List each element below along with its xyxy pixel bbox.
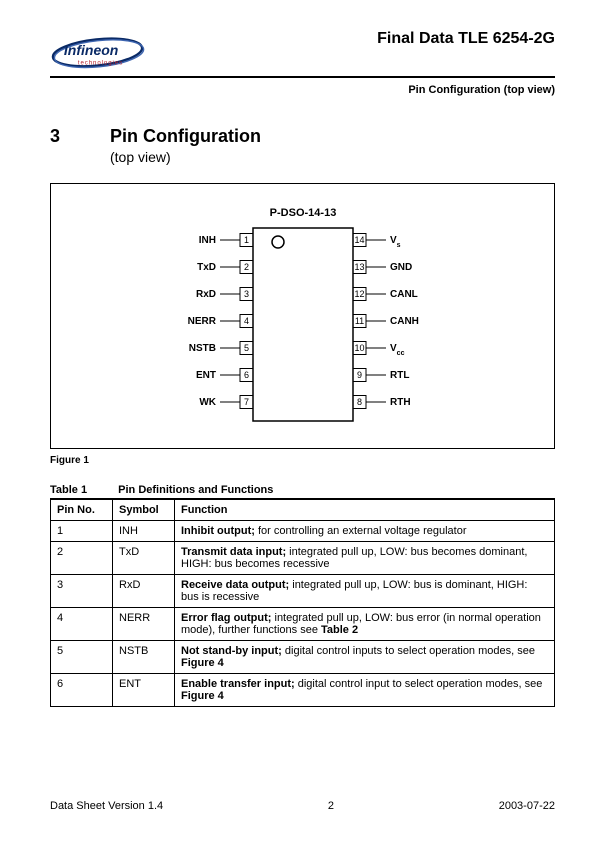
page-footer: Data Sheet Version 1.4 2 2003-07-22 — [50, 800, 555, 812]
pin-number: 9 — [356, 370, 361, 380]
pin-label: RTH — [390, 397, 411, 408]
table-title: Table 1 Pin Definitions and Functions — [50, 484, 555, 496]
header-rule — [50, 76, 555, 78]
pin-number: 4 — [243, 316, 248, 326]
pin1-marker — [272, 236, 284, 248]
pin-number: 13 — [354, 262, 364, 272]
package-name: P-DSO-14-13 — [269, 207, 336, 219]
pin-number: 8 — [356, 397, 361, 407]
pin-number: 2 — [243, 262, 248, 272]
footer-center: 2 — [328, 800, 334, 812]
pin-number: 7 — [243, 397, 248, 407]
section-subtitle: (top view) — [110, 149, 555, 165]
pin-label: Vs — [390, 235, 401, 249]
table-header-row: Pin No. Symbol Function — [51, 499, 555, 521]
pin-label: RxD — [195, 289, 215, 300]
pin-number: 10 — [354, 343, 364, 353]
table-row: 5NSTBNot stand-by input; digital control… — [51, 641, 555, 674]
td-function: Transmit data input; integrated pull up,… — [175, 542, 555, 575]
td-function: Inhibit output; for controlling an exter… — [175, 521, 555, 542]
document-title: Final Data TLE 6254-2G — [377, 30, 555, 48]
pin-label: CANL — [390, 289, 418, 300]
pin-label: ENT — [196, 370, 216, 381]
table-row: 3RxDReceive data output; integrated pull… — [51, 575, 555, 608]
table-name: Pin Definitions and Functions — [118, 484, 273, 496]
td-symbol: RxD — [113, 575, 175, 608]
pin-label: Vcc — [390, 343, 405, 357]
section-title: Pin Configuration — [110, 126, 261, 147]
th-pin-no: Pin No. — [51, 499, 113, 521]
td-function: Not stand-by input; digital control inpu… — [175, 641, 555, 674]
pin-number: 6 — [243, 370, 248, 380]
pin-number: 14 — [354, 235, 364, 245]
pin-table: Pin No. Symbol Function 1INHInhibit outp… — [50, 498, 555, 707]
td-symbol: TxD — [113, 542, 175, 575]
pin-label: NSTB — [188, 343, 215, 354]
pin-diagram-container: P-DSO-14-13 1 INH 2 TxD 3 RxD 4 NERR 5 NSTB 6 ENT 7 WK… — [50, 183, 555, 449]
chip-body — [253, 228, 353, 421]
td-function: Receive data output; integrated pull up,… — [175, 575, 555, 608]
td-symbol: INH — [113, 521, 175, 542]
td-pin-no: 3 — [51, 575, 113, 608]
page-subheader: Pin Configuration (top view) — [50, 84, 555, 96]
pin-label: GND — [390, 262, 412, 273]
footer-right: 2003-07-22 — [499, 800, 555, 812]
pin-label: TxD — [197, 262, 216, 273]
logo-brand-text: Infineon — [64, 42, 118, 58]
figure-label: Figure 1 — [50, 455, 555, 466]
td-pin-no: 5 — [51, 641, 113, 674]
td-pin-no: 1 — [51, 521, 113, 542]
table-number: Table 1 — [50, 484, 87, 496]
table-row: 4NERRError flag output; integrated pull … — [51, 608, 555, 641]
pin-number: 5 — [243, 343, 248, 353]
table-row: 1INHInhibit output; for controlling an e… — [51, 521, 555, 542]
th-function: Function — [175, 499, 555, 521]
table-row: 2TxDTransmit data input; integrated pull… — [51, 542, 555, 575]
td-function: Error flag output; integrated pull up, L… — [175, 608, 555, 641]
chip-diagram: P-DSO-14-13 1 INH 2 TxD 3 RxD 4 NERR 5 NSTB 6 ENT 7 WK… — [123, 198, 483, 428]
td-pin-no: 2 — [51, 542, 113, 575]
table-row: 6ENTEnable transfer input; digital contr… — [51, 674, 555, 707]
pin-label: RTL — [390, 370, 409, 381]
td-symbol: NSTB — [113, 641, 175, 674]
pin-label: NERR — [187, 316, 216, 327]
pin-number: 11 — [354, 316, 363, 326]
pin-label: WK — [199, 397, 216, 408]
th-symbol: Symbol — [113, 499, 175, 521]
pin-number: 3 — [243, 289, 248, 299]
pin-label: INH — [198, 235, 215, 246]
pin-number: 1 — [243, 235, 248, 245]
td-symbol: NERR — [113, 608, 175, 641]
pin-number: 12 — [354, 289, 364, 299]
pin-label: CANH — [390, 316, 419, 327]
infineon-logo: Infineon technologies — [50, 30, 145, 72]
footer-left: Data Sheet Version 1.4 — [50, 800, 163, 812]
logo-tagline-text: technologies — [78, 61, 123, 67]
td-function: Enable transfer input; digital control i… — [175, 674, 555, 707]
section-number: 3 — [50, 126, 110, 147]
td-pin-no: 6 — [51, 674, 113, 707]
td-pin-no: 4 — [51, 608, 113, 641]
td-symbol: ENT — [113, 674, 175, 707]
